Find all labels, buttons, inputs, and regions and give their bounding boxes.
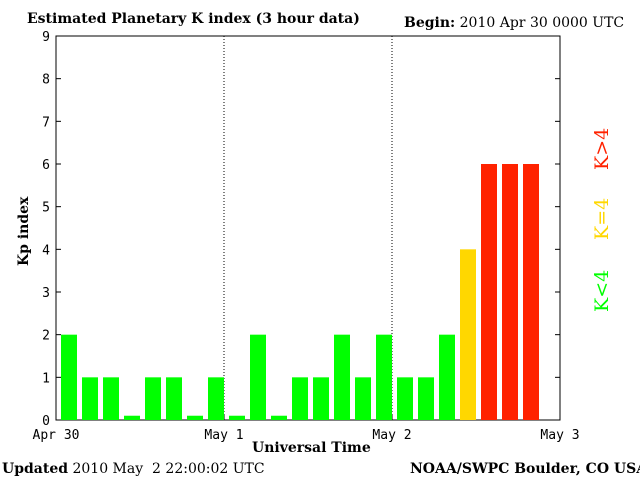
- legend-k-below-4: K<4: [591, 269, 613, 312]
- begin-timestamp: Begin: 2010 Apr 30 0000 UTC: [404, 15, 624, 31]
- x-axis-label: Universal Time: [252, 440, 371, 456]
- begin-value: 2010 Apr 30 0000 UTC: [455, 15, 625, 31]
- kp-bar: [460, 249, 476, 420]
- updated-timestamp: Updated 2010 May 2 22:00:02 UTC: [2, 461, 265, 477]
- kp-bar: [187, 415, 203, 420]
- y-axis-label: Kp index: [16, 196, 32, 266]
- y-tick-label: 3: [42, 286, 50, 301]
- kp-bar: [376, 334, 392, 420]
- kp-bar: [145, 377, 161, 420]
- kp-bar: [439, 334, 455, 420]
- kp-bar: [250, 334, 266, 420]
- x-tick-label: May 1: [204, 428, 243, 443]
- y-tick-label: 6: [42, 158, 50, 173]
- kp-bar: [271, 415, 287, 420]
- kp-bar: [355, 377, 371, 420]
- y-tick-label: 2: [42, 329, 50, 344]
- kp-bar: [292, 377, 308, 420]
- legend-k-equals-4: K=4: [591, 197, 613, 240]
- kp-bar: [82, 377, 98, 420]
- kp-bar: [313, 377, 329, 420]
- kp-bar: [208, 377, 224, 420]
- kp-bar: [124, 415, 140, 420]
- chart-title: Estimated Planetary K index (3 hour data…: [27, 11, 360, 27]
- y-tick-label: 1: [42, 371, 50, 386]
- begin-label: Begin:: [404, 15, 456, 31]
- x-tick-label: Apr 30: [33, 428, 80, 443]
- y-tick-label: 8: [42, 73, 50, 88]
- updated-label: Updated: [2, 461, 69, 477]
- x-tick-label: May 2: [372, 428, 411, 443]
- legend-k-above-4: K>4: [591, 127, 613, 170]
- y-tick-label: 5: [42, 201, 50, 216]
- kp-bar: [334, 334, 350, 420]
- kp-bar: [61, 334, 77, 420]
- kp-bar: [166, 377, 182, 420]
- y-tick-label: 0: [42, 414, 50, 429]
- updated-value: 2010 May 2 22:00:02 UTC: [68, 461, 265, 477]
- y-tick-label: 7: [42, 115, 50, 130]
- credit-line: NOAA/SWPC Boulder, CO USA: [410, 461, 640, 477]
- x-tick-label: May 3: [540, 428, 579, 443]
- kp-bar: [229, 415, 245, 420]
- kp-bar: [523, 164, 539, 420]
- kp-bar: [418, 377, 434, 420]
- kp-bar: [397, 377, 413, 420]
- kp-bar: [502, 164, 518, 420]
- y-tick-label: 4: [42, 243, 50, 258]
- kp-bar: [103, 377, 119, 420]
- kp-bar: [481, 164, 497, 420]
- y-tick-label: 9: [42, 30, 50, 45]
